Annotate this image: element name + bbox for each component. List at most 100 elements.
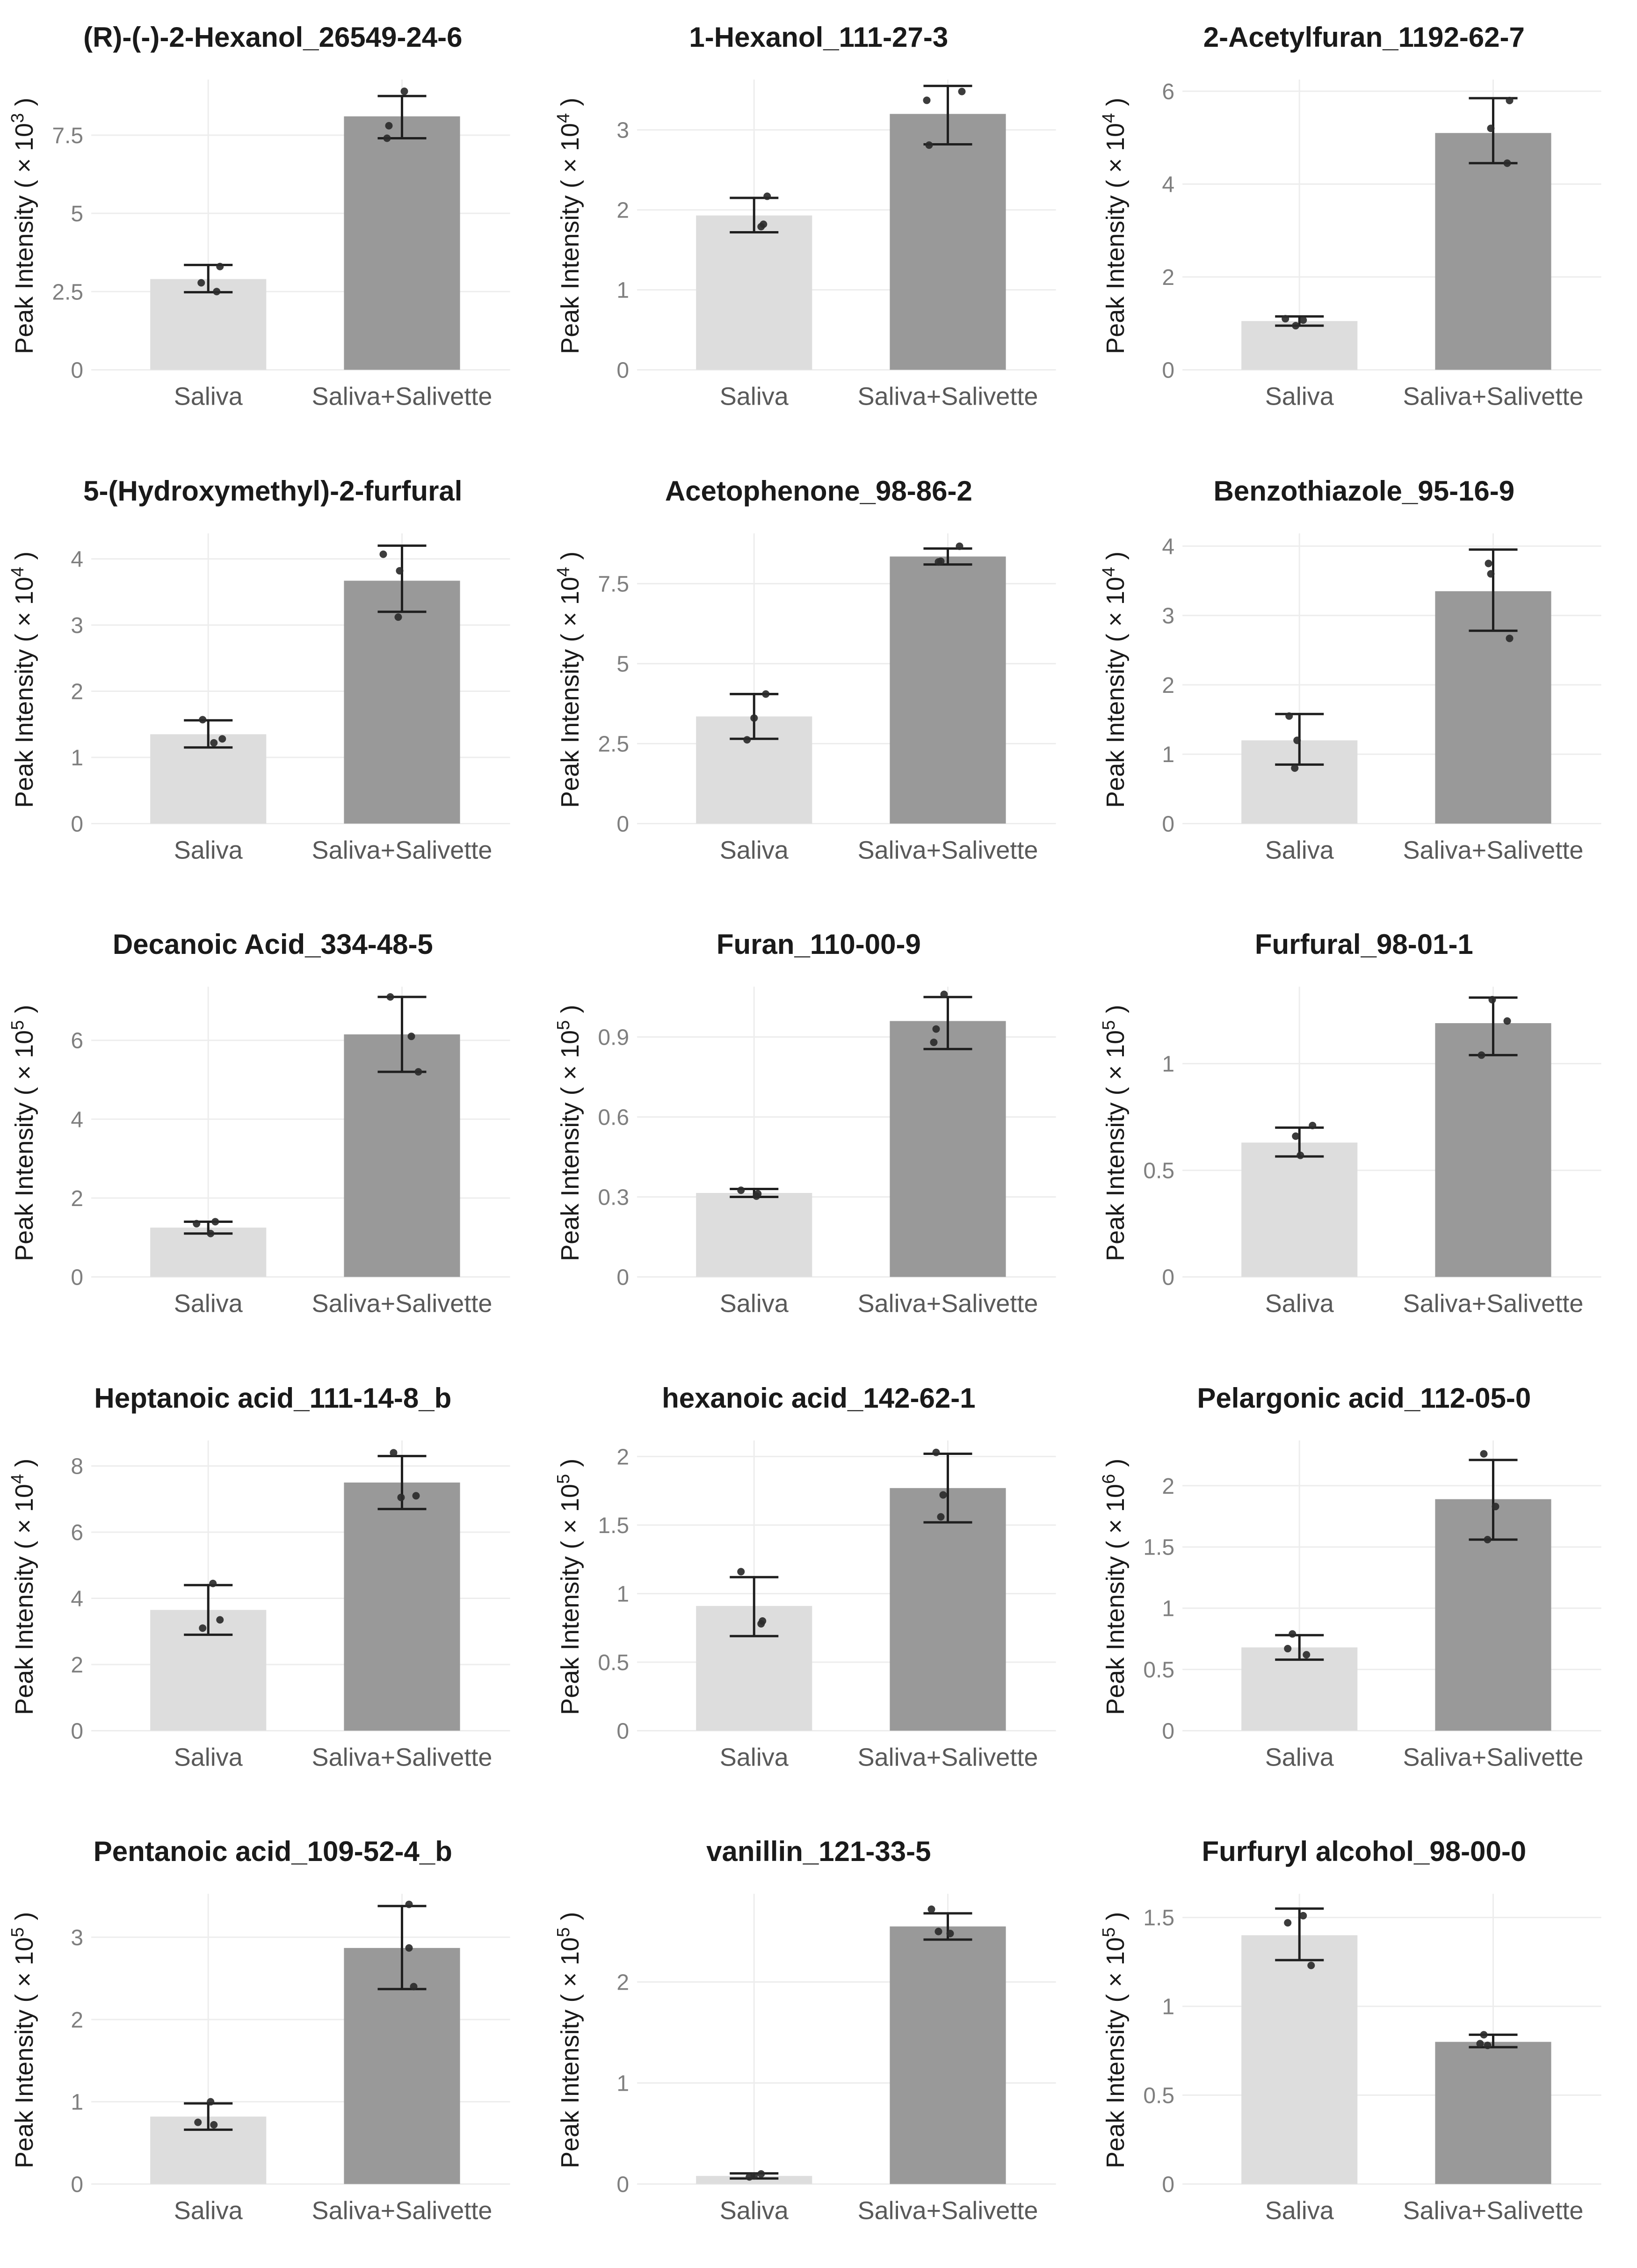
data-point — [207, 1229, 215, 1237]
x-category-label: Saliva+Salivette — [1403, 1743, 1584, 1771]
chart-panel: 0 1 2 3 4 Saliva Saliva+Salivette 5-(Hydroxymet… — [0, 454, 546, 908]
data-point — [1285, 712, 1293, 720]
y-axis-exponent: 4 — [554, 567, 573, 576]
data-point — [939, 1491, 947, 1499]
data-point — [1488, 996, 1496, 1004]
y-axis-label-suffix: ) — [556, 98, 584, 113]
chart-svg: 0 2.5 5 7.5 Saliva Saliva+Salivette Acetopheno… — [554, 475, 1056, 864]
y-tick-label: 1.5 — [598, 1513, 629, 1538]
data-point — [1292, 322, 1300, 330]
x-category-label: Saliva — [1265, 1743, 1334, 1771]
chart-title: 2-Acetylfuran_1192-62-7 — [1203, 22, 1525, 53]
y-axis-exponent: 4 — [8, 1474, 28, 1484]
x-category-label: Saliva+Salivette — [312, 836, 493, 864]
bar-saliva — [1241, 1935, 1358, 2184]
y-axis-label: Peak Intensity ( × 104 ) — [554, 98, 584, 354]
x-category-label: Saliva — [719, 1290, 789, 1318]
y-tick-label: 2.5 — [598, 732, 629, 756]
x-category-label: Saliva+Salivette — [857, 1290, 1038, 1318]
y-axis-label-suffix: ) — [1101, 98, 1130, 113]
chart-svg: 0 0.5 1 Saliva Saliva+Salivette Furfural_98-0… — [1099, 929, 1601, 1318]
y-axis-exponent: 5 — [554, 1020, 573, 1030]
y-tick-label: 0 — [616, 358, 629, 383]
data-point — [1484, 1535, 1492, 1543]
error-bar — [1275, 1907, 1324, 1962]
chart-svg: 0 2 4 6 Saliva Saliva+Salivette 2-Acetylfuran_… — [1099, 22, 1601, 411]
y-axis-label-suffix: ) — [10, 551, 38, 567]
data-point — [199, 715, 207, 723]
bar-saliva — [695, 1193, 812, 1277]
y-tick-label: 4 — [71, 547, 83, 572]
y-tick-label: 6 — [71, 1520, 83, 1545]
chart-title: Decanoic Acid_334-48-5 — [113, 929, 433, 960]
y-axis-label-suffix: ) — [10, 98, 38, 113]
data-point — [1289, 1630, 1297, 1638]
y-tick-label: 4 — [71, 1586, 83, 1611]
data-point — [1293, 736, 1301, 744]
y-axis-label-prefix: Peak Intensity ( × 10 — [10, 1484, 38, 1715]
chart-title: Furfuryl alcohol_98-00-0 — [1202, 1836, 1527, 1867]
y-axis-exponent: 5 — [554, 1927, 573, 1937]
y-axis-label: Peak Intensity ( × 105 ) — [554, 1912, 584, 2168]
data-point — [1284, 1919, 1292, 1927]
bar-saliva — [695, 215, 812, 370]
chart-svg: 0 1 2 3 4 Saliva Saliva+Salivette 5-(Hydroxymet… — [8, 475, 510, 864]
y-tick-label: 2 — [616, 1445, 629, 1469]
x-category-label: Saliva — [1265, 383, 1334, 411]
y-tick-label: 0.5 — [598, 1650, 629, 1675]
y-tick-label: 0.5 — [1144, 2084, 1175, 2108]
y-axis-label-prefix: Peak Intensity ( × 10 — [1101, 1030, 1130, 1261]
bar-saliva-salivette — [1435, 133, 1551, 370]
y-axis-exponent: 5 — [8, 1020, 28, 1030]
data-point — [1309, 1122, 1317, 1130]
y-tick-label: 0.5 — [1144, 1159, 1175, 1184]
x-category-label: Saliva — [174, 836, 243, 864]
y-tick-label: 7.5 — [598, 572, 629, 596]
y-tick-label: 3 — [1162, 603, 1175, 628]
bar-saliva-salivette — [890, 1021, 1006, 1277]
y-tick-label: 6 — [71, 1029, 83, 1054]
bar-saliva-salivette — [890, 114, 1006, 370]
y-axis-label: Peak Intensity ( × 104 ) — [8, 551, 38, 807]
data-point — [210, 2121, 218, 2129]
data-point — [737, 1186, 745, 1194]
data-point — [932, 1025, 940, 1033]
y-axis-label-prefix: Peak Intensity ( × 10 — [10, 1937, 38, 2168]
data-point — [194, 2118, 202, 2127]
y-tick-label: 2.5 — [52, 280, 83, 305]
y-axis-label-suffix: ) — [556, 1912, 584, 1927]
chart-title: Pentanoic acid_109-52-4_b — [94, 1836, 452, 1867]
bar-saliva — [1241, 1142, 1358, 1277]
x-category-label: Saliva+Salivette — [312, 1743, 493, 1771]
error-bar — [923, 1452, 972, 1524]
chart-panel: 0 0.5 1 1.5 2 Saliva Saliva+Salivette Pelargoni… — [1091, 1361, 1637, 1815]
x-category-label: Saliva+Salivette — [857, 383, 1038, 411]
error-bar — [184, 1584, 233, 1636]
x-category-label: Saliva — [1265, 1290, 1334, 1318]
y-axis-exponent: 6 — [1099, 1474, 1119, 1484]
bar-saliva-salivette — [1435, 1023, 1551, 1277]
bar-saliva — [1241, 321, 1358, 370]
data-point — [397, 1493, 405, 1501]
chart-panel: 0 0.5 1 1.5 2 Saliva Saliva+Salivette hexanoic … — [546, 1361, 1092, 1815]
y-tick-label: 3 — [71, 613, 83, 638]
y-tick-label: 0 — [71, 812, 83, 836]
data-point — [1299, 1912, 1307, 1920]
data-point — [1503, 159, 1511, 167]
data-point — [743, 735, 751, 743]
x-category-label: Saliva — [719, 836, 789, 864]
y-axis-exponent: 3 — [8, 113, 28, 123]
y-tick-label: 0 — [1162, 358, 1175, 383]
data-point — [210, 739, 218, 747]
bar-saliva-salivette — [890, 556, 1006, 824]
y-tick-label: 0 — [1162, 1265, 1175, 1290]
bar-saliva — [150, 279, 267, 370]
y-tick-label: 0 — [1162, 812, 1175, 836]
data-point — [197, 279, 205, 287]
chart-panel: 0 1 2 3 4 Saliva Saliva+Salivette Benzothiazole… — [1091, 454, 1637, 908]
chart-panel: 0 1 2 3 Saliva Saliva+Salivette Pentanoic acid… — [0, 1814, 546, 2268]
y-axis-label-prefix: Peak Intensity ( × 10 — [556, 1484, 584, 1715]
data-point — [927, 1905, 935, 1913]
chart-title: hexanoic acid_142-62-1 — [662, 1382, 976, 1414]
y-tick-label: 3 — [71, 1926, 83, 1950]
